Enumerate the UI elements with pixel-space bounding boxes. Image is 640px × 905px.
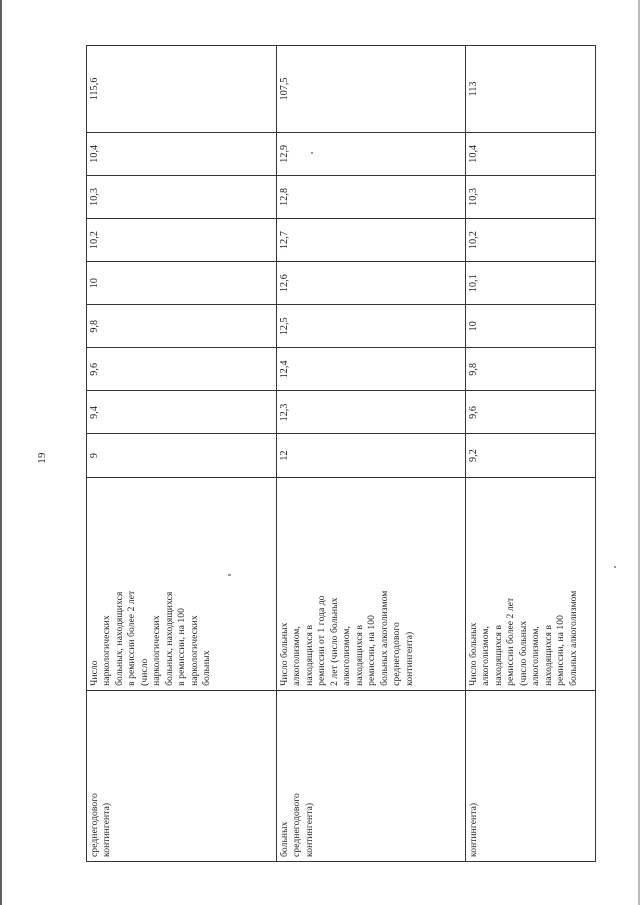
value-cell: 9,4: [86, 390, 277, 434]
label-line: алкоголизмом,: [341, 626, 353, 686]
label-line: в ремиссии, на 100: [176, 608, 188, 686]
label-line: наркологических: [101, 615, 113, 686]
label-line: больных, находящихся: [163, 591, 175, 686]
value-cell: 10,4: [86, 132, 277, 176]
value-cell: 12,8: [276, 175, 466, 219]
row-label-cell: Число больных алкоголизмом, находящихся …: [465, 477, 596, 691]
label-line: находящихся в: [492, 624, 504, 686]
table-row: больных среднегодового контингента) Числ…: [276, 45, 466, 862]
label-line: находящихся в: [542, 624, 554, 686]
scan-speck: [228, 574, 231, 576]
lead-in-line: контингента): [101, 802, 113, 857]
label-line: ремиссии, на 100: [366, 615, 378, 686]
value-cell-last: 113: [465, 45, 596, 133]
scan-speck: [311, 152, 313, 154]
label-line: больных алкоголизмом: [378, 590, 390, 686]
row-label-cell: Число наркологических больных, находящих…: [86, 477, 277, 691]
value-cell: 9: [86, 434, 277, 478]
row-lead-in-cell: среднегодового контингента): [86, 690, 277, 862]
label-line: ремиссии, на 100: [555, 615, 567, 686]
value-cell: 10,4: [465, 132, 596, 176]
label-line: алкоголизмом,: [480, 626, 492, 686]
label-line: наркологических: [151, 615, 163, 686]
value-cell: 12,9: [276, 132, 466, 176]
label-line: больных алкоголизмом: [567, 590, 579, 686]
label-line: Число больных: [279, 622, 290, 686]
value-cell: 12: [276, 434, 466, 478]
value-cell-last: 115,6: [86, 45, 277, 133]
value-cell-last: 107,5: [276, 45, 466, 133]
label-line: (число: [138, 658, 150, 686]
table-row: среднегодового контингента) Число наркол…: [86, 45, 277, 862]
label-line: среднегодового: [391, 622, 403, 686]
value-cell: 9,2: [465, 434, 596, 478]
value-cell: 10,2: [86, 218, 277, 262]
indicators-table: среднегодового контингента) Число наркол…: [86, 45, 596, 862]
row-label-cell: Число больных алкоголизмом, находящихся …: [276, 477, 466, 691]
value-cell: 9,8: [465, 347, 596, 391]
lead-in-line: больных: [279, 821, 290, 857]
value-cell: 9,8: [86, 304, 277, 348]
label-line: алкоголизмом,: [291, 626, 303, 686]
value-cell: 10,3: [465, 175, 596, 219]
value-cell: 10: [86, 261, 277, 305]
value-cell: 12,4: [276, 347, 466, 391]
label-line: 2 лет (число больных: [328, 597, 340, 686]
value-cell: 9,6: [465, 390, 596, 434]
value-cell: 10,2: [465, 218, 596, 262]
label-line: Число: [89, 660, 100, 686]
lead-in-line: среднегодового: [89, 793, 100, 857]
value-cell: 10: [465, 304, 596, 348]
label-line: находящихся в: [303, 624, 315, 686]
label-line: контингента): [403, 631, 415, 686]
label-line: больных: [201, 650, 213, 686]
page-number: 19: [36, 452, 48, 464]
value-cell: 12,6: [276, 261, 466, 305]
value-cell: 12,5: [276, 304, 466, 348]
value-cell: 12,7: [276, 218, 466, 262]
lead-in-line: контингента): [303, 802, 315, 857]
label-line: ремиссии от 1 года до: [316, 595, 328, 686]
label-line: алкоголизмом,: [530, 626, 542, 686]
lead-in-line: контингента): [468, 802, 479, 857]
row-lead-in-cell: больных среднегодового контингента): [276, 690, 466, 862]
label-line: в ремиссии более 2 лет: [126, 590, 138, 686]
label-line: Число больных: [468, 622, 479, 686]
scan-edge-left: [0, 0, 2, 905]
label-line: больных, находящихся: [113, 591, 125, 686]
value-cell: 9,6: [86, 347, 277, 391]
value-cell: 12,3: [276, 390, 466, 434]
label-line: наркологических: [188, 615, 200, 686]
label-line: находящихся в: [353, 624, 365, 686]
label-line: ремиссии более 2 лет: [505, 597, 517, 686]
table-row: контингента) Число больных алкоголизмом,…: [465, 45, 596, 862]
rotated-table-inner: среднегодового контингента) Число наркол…: [86, 45, 596, 862]
value-cell: 10,3: [86, 175, 277, 219]
scan-edge-right: [638, 0, 640, 905]
label-line: (число больных: [517, 620, 529, 686]
lead-in-line: среднегодового: [291, 793, 303, 857]
row-lead-in-cell: контингента): [465, 690, 596, 862]
scan-speck: [614, 566, 616, 568]
rotated-table-stage: среднегодового контингента) Число наркол…: [86, 45, 596, 862]
value-cell: 10,1: [465, 261, 596, 305]
